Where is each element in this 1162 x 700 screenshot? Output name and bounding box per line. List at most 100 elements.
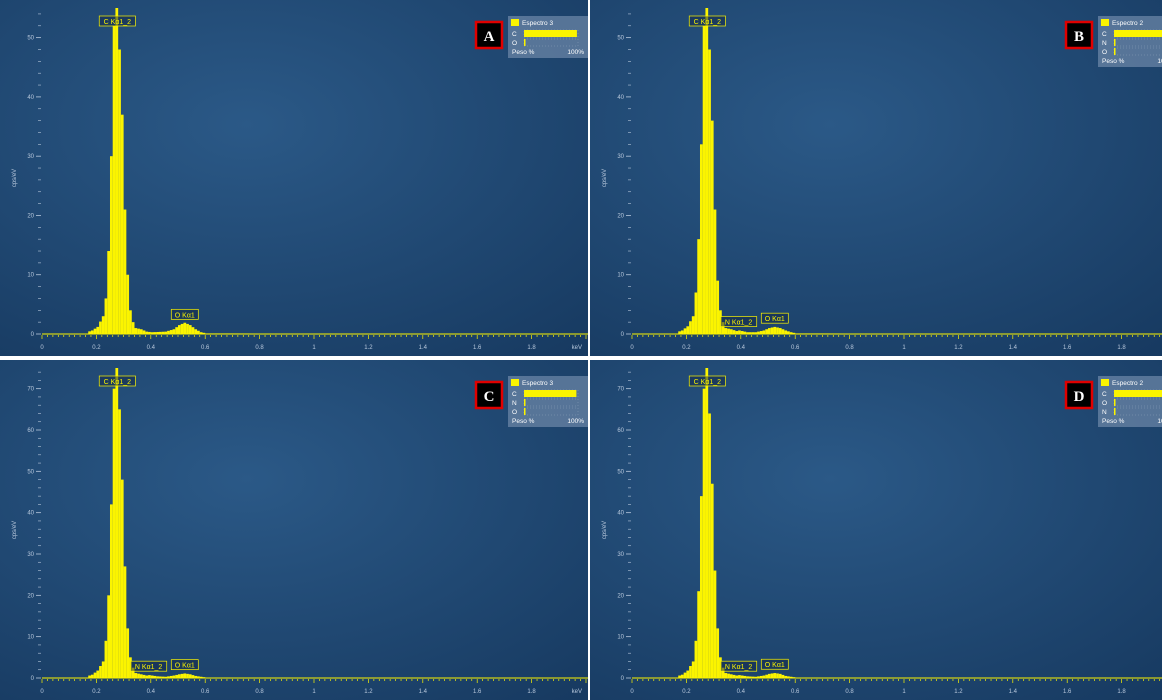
x-tick-label: 1 [312,689,316,695]
spectrum-bar [738,675,741,678]
x-tick-label: 0.8 [255,345,264,351]
y-tick-label: 30 [27,154,34,160]
spectrum-bar [172,329,176,334]
x-tick-label: 0.6 [201,345,210,351]
legend-bar [1114,48,1116,55]
spectrum-bar [194,329,198,334]
peak-label-box [170,659,199,671]
spectrum-bar [115,8,119,334]
spectrum-panel-c: cps/eV 0 10 20 30 40 50 60 70 0 0.2 0.4 0.6 0.8 1 1.2 1.… [0,360,588,700]
spectrum-bar [120,479,124,678]
legend-bar [1114,408,1116,415]
spectrum-bar [778,673,782,678]
spectrum-bar [240,333,244,334]
spectrum-bar [88,675,91,678]
y-tick-label: 60 [617,428,624,434]
spectrum-bar [811,333,815,334]
legend-element: C [1102,31,1107,38]
spectrum-bar [145,331,149,334]
spectrum-bar [123,209,127,334]
legend-title: Espectro 2 [1112,380,1143,387]
y-tick-label: 20 [27,213,34,219]
spectrum-bar [156,676,159,678]
legend-footer-label: Peso % [512,49,535,56]
spectrum-bar [96,326,100,334]
spectrum-bar [235,333,238,334]
y-tick-label: 0 [31,676,35,682]
x-tick-label: 1.8 [527,345,536,351]
spectrum-bar [129,310,132,334]
peak-label-box [720,316,758,327]
spectrum-bar [713,570,717,678]
spectrum-bar [816,333,820,334]
spectrum-bar [183,322,187,334]
spectrum-bar [754,332,758,334]
spectrum-bar [678,675,681,678]
spectrum-bar [797,333,801,334]
y-tick-label: 50 [617,469,624,475]
spectrum-bar [787,676,790,678]
legend-swatch [511,379,519,386]
x-tick-label: 1.2 [364,689,373,695]
spectrum-bar [689,321,692,334]
spectrum-bar [167,676,170,678]
spectrum-bar [697,591,701,678]
spectrum-bar [120,114,124,334]
legend-bar-track [523,407,579,416]
spectrum-bar [757,331,760,334]
spectrum-bar [101,661,105,678]
x-tick-label: 1.2 [954,345,963,351]
spectrum-bar [131,667,135,678]
spectrum-bar [112,25,116,334]
spectrum-bar [158,331,162,334]
peak-label-box [98,15,136,27]
spectrum-bar [221,333,225,334]
spectrum-bar [743,331,747,334]
spectrum-bar [724,673,728,678]
x-tick-label: 0.6 [791,345,800,351]
plot-background [0,360,588,700]
spectrum-bar [191,675,195,678]
spectrum-bar [738,330,741,334]
spectrum-bar [251,333,255,334]
peak-label: O Kα1 [175,312,195,319]
spectrum-bar [819,333,823,334]
spectrum-bar [104,640,108,678]
spectrum-bar [256,333,260,334]
spectrum-bar [137,673,140,678]
x-tick-label: 1.8 [1117,345,1126,351]
peak-label: O Kα1 [765,662,785,669]
peak-label: O Kα1 [175,663,195,670]
panel-letter-box [474,380,504,410]
spectrum-bar [232,333,236,334]
spectrum-bar [245,333,249,334]
peak-label: N Kα1_2 [135,664,163,671]
peak-label: N Kα1_2 [725,320,753,327]
spectrum-bar [216,333,219,334]
spectrum-bar [137,328,140,334]
legend-footer-label: Peso % [1102,58,1125,65]
y-tick-label: 50 [617,36,624,42]
legend-footer-value: 100% [567,49,584,56]
legend-bar [524,399,526,406]
panel-letter: A [484,29,495,45]
legend-bar-track [1113,398,1162,407]
x-tick-label: 1.2 [954,689,963,695]
spectrum-bar [142,330,146,334]
spectrum-bar [123,566,127,678]
spectrum-bar [148,675,151,678]
spectrum-bar [126,628,130,678]
y-tick-label: 10 [617,635,624,641]
spectrum-bar [148,331,151,334]
x-tick-label: 0.6 [791,689,800,695]
spectrum-bar [792,677,796,678]
legend-element: C [512,391,517,398]
spectrum-bar [827,333,831,334]
spectrum-bar [762,675,766,678]
legend-footer-label: Peso % [1102,418,1125,425]
spectrum-bar [243,333,247,334]
spectrum-bar [781,674,785,678]
spectrum-bar [207,333,211,334]
panel-letter: B [1074,29,1084,45]
spectrum-bar [175,674,179,678]
